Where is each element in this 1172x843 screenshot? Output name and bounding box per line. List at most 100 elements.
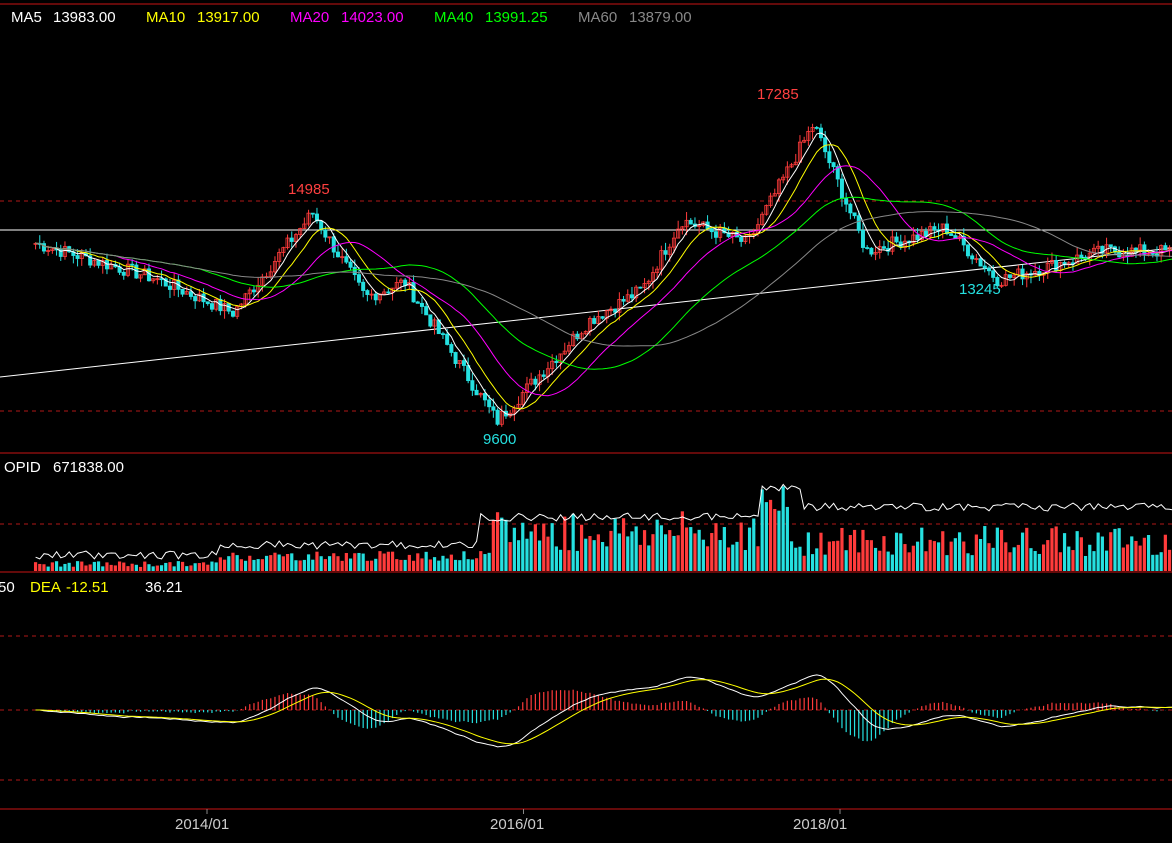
opid-bar	[155, 565, 159, 571]
opid-bar	[1062, 533, 1067, 571]
candle-body	[533, 378, 538, 385]
opid-bar	[689, 527, 693, 571]
candle-body	[314, 213, 319, 222]
ma40-legend-label: MA40	[434, 9, 474, 26]
opid-bar	[206, 564, 210, 571]
candle-body	[356, 274, 361, 283]
opid-bar	[894, 532, 899, 571]
candle-body	[432, 319, 437, 327]
opid-bar	[1004, 542, 1008, 571]
candle-body	[222, 303, 227, 312]
candle-body	[894, 236, 899, 243]
opid-bar	[920, 527, 924, 571]
candle-body	[180, 288, 185, 295]
opid-bar	[579, 524, 584, 571]
ma5-line	[35, 132, 1172, 416]
opid-bar	[294, 560, 298, 571]
opid-bar	[1159, 552, 1163, 571]
candle-body	[130, 263, 135, 266]
opid-bar	[185, 566, 189, 571]
opid-bar	[348, 558, 353, 571]
opid-bar	[327, 556, 332, 571]
opid-bar	[143, 561, 147, 571]
opid-bar	[869, 540, 873, 571]
candle-body	[344, 256, 349, 263]
opid-bar	[1050, 528, 1054, 571]
opid-bar	[281, 556, 285, 571]
candle-body	[596, 316, 601, 324]
opid-bar	[508, 542, 512, 571]
candle-body	[277, 252, 282, 262]
candle-body	[482, 393, 487, 401]
candle-body	[298, 228, 303, 236]
opid-bar	[67, 562, 71, 571]
candle-body	[642, 283, 647, 289]
candle-body	[121, 271, 126, 276]
opid-bar	[550, 523, 554, 571]
candle-body	[625, 294, 630, 302]
opid-bar	[252, 559, 256, 571]
opid-bar	[861, 529, 865, 571]
candle-body	[415, 301, 420, 304]
candle-body	[1079, 254, 1084, 258]
opid-bar	[1125, 544, 1130, 571]
opid-bar	[966, 553, 970, 571]
opid-bar	[399, 559, 403, 571]
opid-bar	[437, 560, 441, 571]
opid-bar	[899, 533, 903, 571]
opid-bar	[483, 554, 487, 571]
candle-body	[785, 166, 790, 178]
candle-body	[419, 302, 424, 307]
opid-bar	[857, 552, 861, 571]
opid-bar	[176, 561, 180, 571]
opid-bar	[928, 539, 932, 571]
ma40-line	[35, 196, 1172, 370]
candle-body	[327, 236, 332, 239]
opid-bar	[147, 564, 151, 571]
candle-body	[600, 316, 605, 319]
opid-bar	[836, 540, 840, 571]
candle-body	[382, 291, 387, 295]
candle-body	[197, 293, 202, 302]
candle-body	[352, 266, 357, 276]
candle-body	[167, 285, 172, 290]
candle-body	[331, 236, 336, 253]
candle-body	[974, 258, 979, 261]
opid-bar	[344, 553, 348, 571]
opid-bar	[361, 553, 365, 571]
opid-bar	[411, 560, 416, 571]
candle-body	[109, 264, 114, 270]
candle-body	[46, 250, 51, 252]
opid-bar	[336, 556, 340, 571]
opid-bar	[739, 522, 743, 571]
opid-bar	[701, 539, 705, 571]
opid-bar	[941, 531, 945, 571]
candle-body	[776, 179, 781, 195]
opid-bar	[647, 545, 651, 571]
opid-bar	[159, 565, 164, 571]
opid-bar	[605, 546, 609, 571]
opid-bar	[353, 553, 357, 571]
candle-body	[718, 227, 723, 238]
candle-body	[713, 231, 718, 238]
candle-body	[844, 198, 849, 205]
opid-bar	[407, 554, 411, 571]
candle-body	[251, 289, 256, 293]
opid-bar	[117, 561, 122, 571]
candle-body	[445, 333, 450, 345]
opid-bar	[197, 563, 201, 571]
opid-bar	[609, 530, 613, 571]
opid-bar	[953, 538, 957, 571]
candle-body	[709, 228, 714, 233]
opid-bar	[743, 550, 747, 571]
opid-bar	[521, 522, 525, 571]
opid-bar	[823, 554, 827, 571]
opid-bar	[542, 523, 546, 571]
opid-bar	[71, 566, 75, 571]
candle-body	[373, 293, 378, 301]
opid-bar	[54, 561, 59, 571]
x-tick-2016-01: 2016/01	[490, 816, 545, 833]
opid-bar	[588, 536, 592, 571]
